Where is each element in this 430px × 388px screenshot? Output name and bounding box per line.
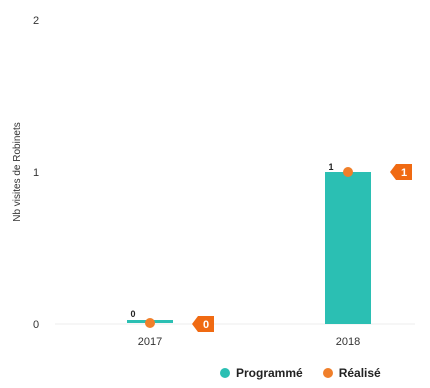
bars <box>127 172 371 324</box>
x-axis-ticks: 2017 2018 <box>138 336 360 348</box>
legend-marker-realise <box>322 368 333 378</box>
legend: Programmé Réalisé <box>220 366 381 380</box>
legend-label-programme: Programmé <box>236 366 303 380</box>
legend-label-realise: Réalisé <box>338 366 381 380</box>
callout-label: 0 <box>203 319 209 331</box>
callout-label: 1 <box>401 167 407 179</box>
x-tick-label: 2018 <box>336 336 360 348</box>
point-realise[interactable] <box>343 167 353 177</box>
y-tick-label: 1 <box>33 167 39 179</box>
y-axis-title: Nb visites de Robinets <box>12 122 23 222</box>
callouts: 01 <box>192 164 412 332</box>
legend-marker-programme <box>220 368 230 378</box>
callout-tag: 0 <box>192 316 214 332</box>
y-axis-ticks: 0 1 2 <box>33 15 39 331</box>
point-realise[interactable] <box>145 318 155 328</box>
legend-item-programme[interactable]: Programmé <box>220 366 303 380</box>
legend-item-realise[interactable]: Réalisé <box>322 366 381 380</box>
chart-svg: 012 Nb visites de Robinets 01 01 2017 201… <box>12 15 415 348</box>
points <box>145 167 353 328</box>
data-labels: 01 <box>130 162 333 319</box>
callout-tag: 1 <box>390 164 412 180</box>
data-label: 0 <box>130 309 135 319</box>
x-tick-label: 2017 <box>138 336 162 348</box>
bar-programme[interactable] <box>325 172 371 324</box>
callout-shape <box>390 164 412 180</box>
y-tick-label: 2 <box>33 15 39 27</box>
y-tick-label: 0 <box>33 319 39 331</box>
data-label: 1 <box>328 162 333 172</box>
callout-shape <box>192 316 214 332</box>
